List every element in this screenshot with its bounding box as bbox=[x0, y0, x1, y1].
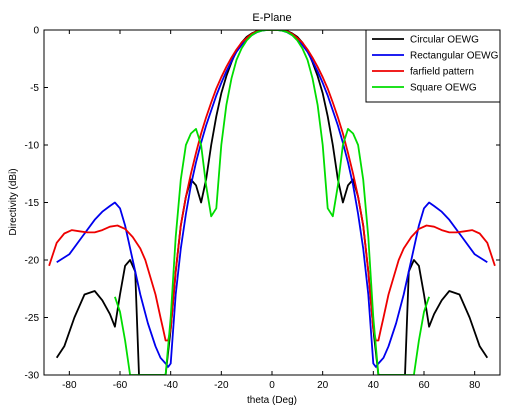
y-tick-label: -20 bbox=[25, 256, 40, 267]
y-tick-label: -10 bbox=[25, 141, 40, 152]
x-tick-label: -80 bbox=[62, 380, 77, 391]
y-axis-label: Directivity (dBi) bbox=[8, 168, 19, 235]
legend-box bbox=[365, 29, 501, 103]
series-lines bbox=[48, 30, 496, 375]
y-tick-label: -5 bbox=[30, 83, 39, 94]
y-tick-label: 0 bbox=[33, 26, 39, 37]
y-tick-label: -30 bbox=[25, 371, 40, 382]
y-tick-label: -25 bbox=[25, 313, 40, 324]
x-tick-label: -40 bbox=[163, 380, 178, 391]
x-tick-label: 20 bbox=[317, 380, 329, 391]
y-tick-label: -15 bbox=[25, 198, 40, 209]
legend-label: Square OEWG bbox=[410, 83, 477, 94]
legend-label: Rectangular OEWG bbox=[410, 51, 499, 62]
x-tick-label: 40 bbox=[368, 380, 380, 391]
x-tick-label: 80 bbox=[469, 380, 481, 391]
legend-entries: Circular OEWG Rectangular OEWG farfield pa… bbox=[372, 35, 499, 94]
legend-label: Circular OEWG bbox=[410, 35, 479, 46]
chart-title: E-Plane bbox=[252, 12, 291, 24]
x-tick-label: 0 bbox=[269, 380, 275, 391]
legend-label: farfield pattern bbox=[410, 67, 474, 78]
x-tick-label: -20 bbox=[214, 380, 229, 391]
x-axis-label: theta (Deg) bbox=[247, 395, 297, 406]
x-tick-label: 60 bbox=[418, 380, 430, 391]
plot-frame bbox=[43, 29, 501, 376]
series-line-farfield-pattern bbox=[48, 30, 496, 342]
x-tick-label: -60 bbox=[113, 380, 128, 391]
series-line-rectangular-oewg bbox=[56, 30, 488, 368]
legend: Circular OEWG Rectangular OEWG farfield pa… bbox=[365, 29, 501, 103]
